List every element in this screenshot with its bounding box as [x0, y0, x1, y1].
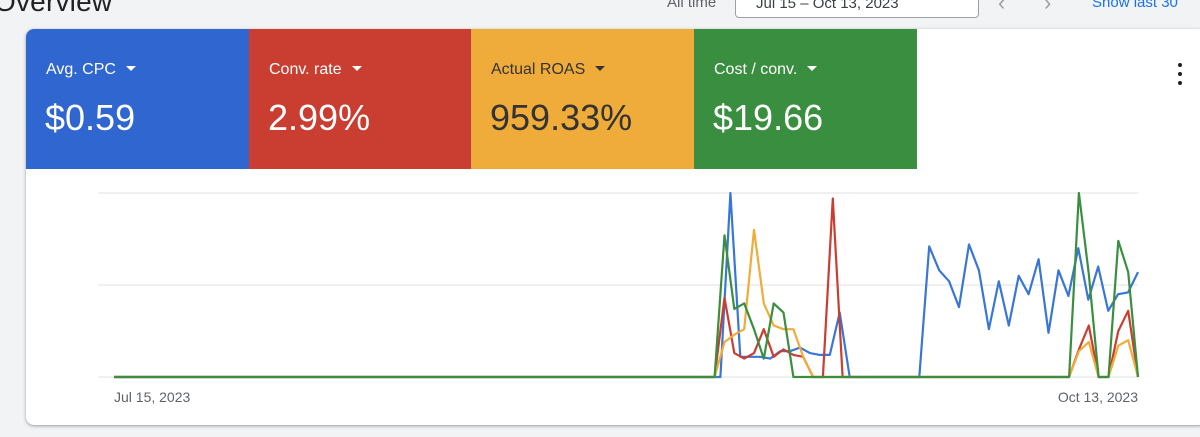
metric-label: Actual ROAS — [491, 61, 586, 78]
chart-series — [114, 191, 1140, 379]
series-line-3 — [114, 191, 1140, 379]
metric-label: Conv. rate — [269, 61, 342, 78]
overview-card: Avg. CPC $0.59 Conv. rate 2.99% Actual R… — [26, 29, 1200, 425]
chevron-right-icon[interactable]: › — [1044, 0, 1052, 15]
x-tick-label: Jul 15, 2023 — [114, 389, 190, 405]
series-line-1 — [114, 197, 1140, 379]
date-range-text: Jul 15 – Oct 13, 2023 — [756, 0, 899, 12]
metric-value: 959.33% — [490, 97, 633, 138]
x-tick-label: Oct 13, 2023 — [1058, 389, 1138, 405]
metric-label: Cost / conv. — [714, 61, 798, 78]
dropdown-caret-icon[interactable] — [125, 66, 136, 71]
chevron-left-icon[interactable]: ‹ — [998, 0, 1006, 15]
more-options-icon[interactable] — [1174, 63, 1186, 87]
show-last-link[interactable]: Show last 30 — [1092, 0, 1178, 11]
metric-tile-avg-cpc[interactable]: Avg. CPC $0.59 — [26, 29, 249, 169]
metric-tile-actual-roas[interactable]: Actual ROAS 959.33% — [471, 29, 694, 169]
performance-line-chart: Jul 15, 2023 Oct 13, 2023 — [98, 191, 1140, 405]
metric-tile-conv-rate[interactable]: Conv. rate 2.99% — [249, 29, 472, 169]
dropdown-caret-icon[interactable] — [807, 66, 818, 71]
all-time-label: All time — [667, 0, 717, 11]
x-axis-ticks: Jul 15, 2023 Oct 13, 2023 — [114, 389, 1138, 405]
metric-label: Avg. CPC — [46, 61, 116, 78]
page-title: Overview — [0, 0, 113, 17]
metric-value: 2.99% — [268, 97, 371, 138]
metric-value: $19.66 — [713, 97, 824, 138]
date-range-picker[interactable]: Jul 15 – Oct 13, 2023 — [735, 0, 979, 18]
dropdown-caret-icon[interactable] — [595, 66, 606, 71]
header-controls: All time Jul 15 – Oct 13, 2023 ‹ › Show … — [0, 0, 1200, 20]
dropdown-caret-icon[interactable] — [351, 66, 362, 71]
metric-tile-cost-per-conv[interactable]: Cost / conv. $19.66 — [694, 29, 917, 169]
metric-value: $0.59 — [45, 97, 136, 138]
